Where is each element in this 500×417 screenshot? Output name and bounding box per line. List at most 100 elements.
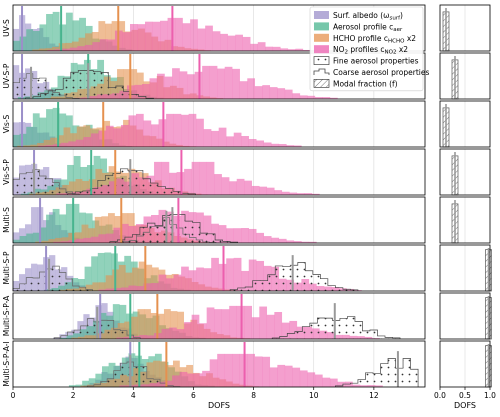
bar-albedo bbox=[13, 28, 20, 51]
bar-no2 bbox=[47, 49, 56, 51]
panel-vis-s: Vis-S bbox=[2, 100, 426, 148]
row-label: Vis-S bbox=[2, 115, 11, 134]
bar-no2 bbox=[161, 328, 170, 339]
step-fine-aerosol bbox=[67, 168, 196, 195]
bar-no2 bbox=[191, 314, 200, 339]
x-tick-label: 12 bbox=[369, 391, 379, 400]
side-panel-multi-s-p-a bbox=[439, 292, 492, 340]
bar-hcho bbox=[75, 179, 83, 195]
bar-no2 bbox=[233, 132, 242, 147]
bar-no2 bbox=[299, 370, 308, 387]
legend-label: NO2 profiles cNO2 x2 bbox=[333, 45, 408, 56]
side-x-tick-label: 1.0 bbox=[484, 391, 496, 400]
bar-no2 bbox=[296, 193, 305, 195]
bar-no2 bbox=[84, 44, 93, 51]
bar-aerosol bbox=[46, 109, 53, 147]
legend-entry-aerosol: Aerosol profile caer bbox=[314, 22, 403, 33]
bar-no2 bbox=[60, 142, 69, 147]
bar-no2 bbox=[220, 33, 228, 51]
bar-no2 bbox=[292, 367, 301, 387]
bar-no2 bbox=[184, 322, 192, 339]
bar-no2 bbox=[172, 68, 180, 99]
bar-aerosol bbox=[72, 203, 80, 243]
bar-no2 bbox=[244, 305, 252, 339]
bar-aerosol bbox=[59, 24, 67, 51]
legend-label: Fine aerosol properties bbox=[333, 57, 419, 66]
bar-hcho bbox=[94, 216, 102, 243]
bar-no2 bbox=[197, 28, 206, 51]
bar-hcho bbox=[98, 21, 106, 51]
bar-no2 bbox=[274, 190, 283, 195]
bar-hcho bbox=[68, 232, 76, 243]
row-label: UV-S bbox=[2, 19, 11, 37]
bar-aerosol bbox=[82, 380, 89, 387]
bar-no2 bbox=[256, 140, 265, 147]
side-panel-frame bbox=[439, 100, 491, 148]
bar-no2 bbox=[107, 39, 116, 51]
bar-no2 bbox=[151, 124, 159, 147]
bar-no2 bbox=[146, 335, 155, 339]
bar-no2 bbox=[295, 48, 304, 51]
bar-no2 bbox=[164, 76, 173, 99]
bar-no2 bbox=[304, 193, 313, 195]
bar-no2 bbox=[278, 238, 287, 243]
bar-aerosol bbox=[108, 362, 116, 387]
bar-no2 bbox=[152, 21, 161, 51]
bar-no2 bbox=[90, 236, 99, 243]
bar-aerosol bbox=[52, 208, 60, 243]
bar-no2 bbox=[262, 85, 271, 99]
row-label: Multi-S-P bbox=[2, 251, 11, 285]
bar-no2 bbox=[128, 285, 137, 291]
bar-no2 bbox=[322, 377, 331, 387]
bar-aerosol bbox=[26, 29, 34, 51]
bar-no2 bbox=[154, 161, 162, 195]
panel-multi-s-p: Multi-S-P bbox=[2, 244, 426, 292]
bar-aerosol bbox=[65, 12, 73, 52]
legend-swatch bbox=[314, 11, 329, 19]
bar-no2 bbox=[244, 180, 252, 195]
legend-label: Surf. albedo (ωsurf) bbox=[333, 11, 403, 22]
bar-no2 bbox=[256, 260, 265, 291]
bar-no2 bbox=[202, 65, 210, 99]
bar-no2 bbox=[187, 373, 195, 387]
bar-no2 bbox=[229, 181, 237, 195]
bar-aerosol bbox=[32, 113, 40, 147]
bar-no2 bbox=[337, 381, 346, 387]
bar-aerosol bbox=[52, 107, 60, 147]
bar-no2 bbox=[250, 43, 258, 51]
bar-no2 bbox=[134, 84, 143, 99]
bar-hcho bbox=[43, 139, 51, 147]
bar-hcho bbox=[118, 264, 126, 291]
bar-no2 bbox=[145, 21, 153, 51]
x-axes: 0 2 4 6 8 10 12 DOFS 0.0 0.5 1.0 DOFS bbox=[11, 387, 496, 410]
bar-aerosol bbox=[52, 11, 60, 51]
bar-no2 bbox=[251, 317, 260, 339]
bar-aerosol bbox=[67, 164, 74, 195]
bar-no2 bbox=[99, 39, 108, 51]
bar-no2 bbox=[196, 267, 204, 291]
bar-hcho bbox=[55, 237, 62, 243]
bar-no2 bbox=[202, 370, 210, 387]
bar-hcho bbox=[82, 180, 89, 195]
bar-hcho bbox=[151, 267, 159, 291]
bar-no2 bbox=[105, 288, 114, 291]
step-coarse-aerosol bbox=[12, 265, 93, 291]
bar-aerosol bbox=[88, 378, 96, 387]
bar-no2 bbox=[299, 95, 308, 99]
bar-hcho bbox=[159, 361, 167, 387]
bar-no2 bbox=[214, 309, 222, 339]
side-panel-frame bbox=[439, 4, 491, 52]
x-tick-label: 6 bbox=[191, 391, 196, 400]
bar-hcho bbox=[32, 49, 40, 51]
bar-aerosol bbox=[19, 235, 27, 243]
bar-no2 bbox=[135, 286, 144, 291]
bar-hcho bbox=[166, 365, 174, 387]
bar-no2 bbox=[241, 228, 249, 243]
bar-no2 bbox=[143, 120, 152, 147]
bar-no2 bbox=[274, 312, 283, 339]
bar-aerosol bbox=[65, 203, 73, 243]
bar-no2 bbox=[161, 161, 170, 195]
bar-hcho bbox=[85, 33, 92, 51]
bar-hcho bbox=[17, 145, 25, 147]
bar-no2 bbox=[169, 327, 177, 339]
